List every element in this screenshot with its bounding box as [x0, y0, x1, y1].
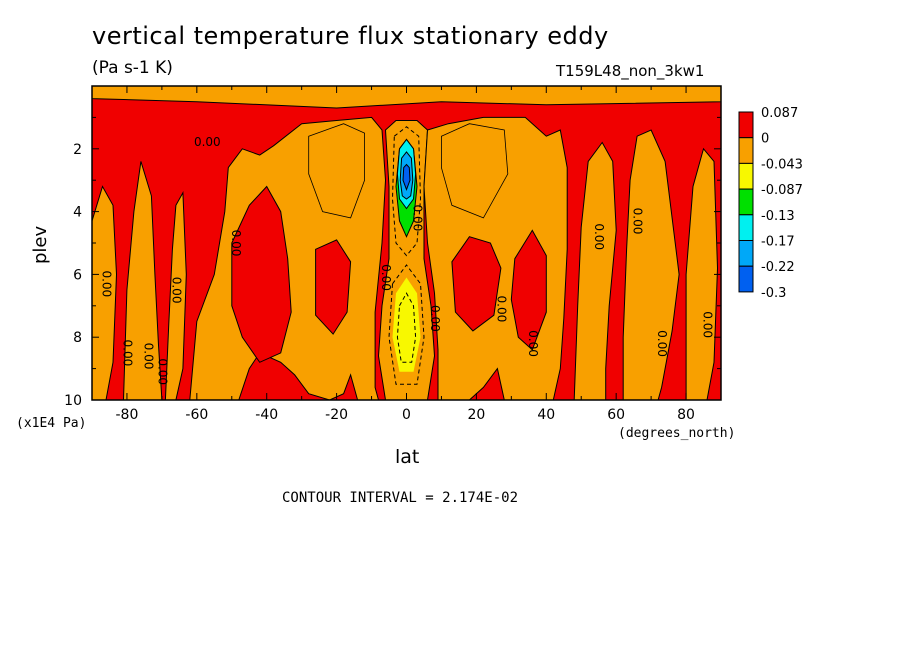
- colorbar-label: 0.087: [761, 106, 798, 121]
- region-deep-blue-core: [402, 163, 411, 192]
- contour-label: 0.00: [494, 296, 508, 323]
- region-right-2: [622, 129, 680, 400]
- colorbar-label: -0.13: [761, 209, 795, 224]
- contour-interval: CONTOUR INTERVAL = 2.174E-02: [282, 490, 519, 506]
- contour-label: 0.00: [592, 223, 606, 250]
- region-left-edge: [92, 185, 118, 400]
- contour-label: 0.00: [155, 358, 169, 385]
- run-label: T159L48_non_3kw1: [556, 62, 705, 80]
- region-left-2: [164, 191, 187, 400]
- contour-loop-0: [308, 123, 366, 219]
- colorbar-label: -0.22: [761, 260, 795, 275]
- contour-label: 0.00: [229, 230, 243, 257]
- x-tick-label: 0: [402, 407, 411, 423]
- contour-label: 0.00: [141, 343, 155, 370]
- x-tick-label: -20: [325, 407, 348, 423]
- chart-title: vertical temperature flux stationary edd…: [92, 22, 609, 50]
- colorbar-swatch: [738, 214, 754, 242]
- x-tick-label: 80: [677, 407, 695, 423]
- x-tick-label: -80: [116, 407, 139, 423]
- colorbar-label: -0.087: [761, 183, 803, 198]
- contour-label: 0.00: [194, 135, 221, 149]
- contour-label: 0.00: [169, 277, 183, 304]
- region-top-band: [92, 86, 721, 109]
- contour-label: 0.00: [526, 330, 540, 357]
- colorbar-label: 0: [761, 132, 769, 147]
- contour-label: 0.00: [411, 205, 425, 232]
- y-scale-label: (x1E4 Pa): [16, 416, 87, 431]
- colorbar-swatch: [738, 265, 754, 293]
- colorbar-swatch: [738, 137, 754, 164]
- x-units-label: (degrees_north): [618, 426, 736, 441]
- x-axis-label: lat: [395, 446, 420, 468]
- x-tick-label: 40: [537, 407, 555, 423]
- contour-label: 0.00: [655, 330, 669, 357]
- x-tick-label: -60: [185, 407, 208, 423]
- contour-label: 0.00: [631, 208, 645, 235]
- dashed-contour-1: [391, 126, 422, 257]
- colorbar-label: -0.043: [761, 157, 803, 172]
- x-tick-label: 60: [607, 407, 625, 423]
- contour-label: 0.00: [701, 311, 715, 338]
- colorbar-label: -0.3: [761, 286, 786, 301]
- y-axis-label: plev: [30, 225, 51, 264]
- y-tick-label: 4: [73, 205, 82, 221]
- region-left-1: [122, 161, 163, 400]
- contour-label: 0.00: [100, 270, 114, 297]
- dashed-contour-2: [396, 292, 417, 363]
- contour-label: 0.00: [120, 340, 134, 367]
- y-tick-label: 10: [64, 393, 82, 409]
- red-patch-center-left: [315, 239, 352, 335]
- contour-label: 0.00: [428, 305, 442, 332]
- contour-loop-1: [440, 123, 509, 219]
- colorbar-swatch: [738, 111, 754, 139]
- red-patch-right: [510, 229, 547, 351]
- x-tick-label: 20: [467, 407, 485, 423]
- red-patch-left: [231, 185, 292, 363]
- region-right-1: [573, 141, 617, 400]
- contour-label: 0.00: [379, 264, 393, 291]
- colorbar-swatch: [738, 188, 754, 216]
- region-right-3: [685, 147, 719, 400]
- y-tick-label: 6: [73, 267, 82, 283]
- y-tick-label: 8: [73, 330, 82, 346]
- colorbar-label: -0.17: [761, 235, 795, 250]
- x-tick-label: -40: [255, 407, 278, 423]
- colorbar-swatch: [738, 240, 754, 267]
- colorbar-swatch: [738, 162, 754, 190]
- chart-units: (Pa s-1 K): [92, 58, 173, 78]
- y-tick-label: 2: [73, 142, 82, 158]
- red-patch-center-right: [451, 236, 502, 332]
